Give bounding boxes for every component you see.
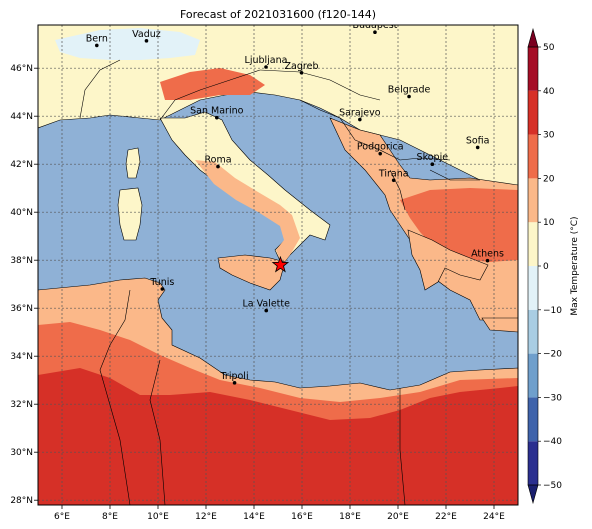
x-tick-label: 14°E [243,512,265,522]
city-dot [378,151,383,156]
x-axis-ticks: 6°E 8°E 10°E 12°E 14°E 16°E 18°E 20°E 22°E 24°E [54,505,505,522]
y-tick-label: 40°N [10,208,33,218]
italy-coast-warm [195,160,300,265]
colorbar-tick-label: −20 [543,350,562,360]
x-tick-label: 8°E [102,512,118,522]
city-dot [264,308,269,313]
city-label: Budapest [352,20,397,31]
colorbar-level [528,222,538,266]
city-label: Tirana [378,168,409,179]
y-tick-label: 36°N [10,304,33,314]
city-dot [160,287,165,291]
map-frame [37,24,519,506]
city-label: Skopje [417,152,449,163]
city-label: Belgrade [388,85,431,96]
colorbar-tick-label: 10 [543,218,555,228]
colorbar-tick-label: −30 [543,393,562,403]
city-dot [216,164,220,169]
city-dot [391,178,396,183]
colorbar-level [528,134,538,179]
x-tick-label: 10°E [147,512,169,522]
city-dot [373,30,377,34]
colorbar-tick-label: 50 [543,43,555,53]
city-label: Vaduz [132,29,161,40]
y-tick-label: 38°N [10,256,33,266]
city-dot [485,258,490,263]
colorbar-tick-label: 20 [543,174,555,184]
colorbar-level [528,441,538,485]
city-dot [407,94,411,99]
city-label: Roma [204,155,231,166]
x-tick-label: 6°E [54,512,70,522]
city-label: Athens [471,249,504,260]
x-tick-label: 12°E [195,512,217,522]
colorbar-extend-low [527,484,539,505]
city-dot [299,70,304,75]
y-tick-label: 42°N [10,160,33,170]
city-label: Sofia [466,135,490,146]
x-tick-label: 16°E [291,512,313,522]
city-label: Tripoli [220,371,249,382]
sicily-land [217,254,286,291]
city-label: Sarajevo [339,108,381,119]
city-label: Podgorica [357,142,404,153]
colorbar-tick-label: 40 [543,87,555,97]
colorbar-tick-label: −40 [543,437,562,447]
y-axis-ticks: 28°N 30°N 32°N 34°N 36°N 38°N 40°N 42°N 44°N 46°N [10,64,38,506]
city-label: Bern [86,33,108,44]
city-label: Ljubljana [245,55,288,66]
colorbar-extend-high [527,27,539,48]
colorbar: 50 40 30 20 10 0 −10 −20 −30 −40 −50 [527,27,562,505]
x-tick-label: 18°E [339,512,361,522]
colorbar-level [528,397,538,442]
star-marker-shape [271,255,290,273]
y-tick-label: 28°N [10,496,33,506]
sardinia-land [117,187,143,241]
city-dot [95,43,99,48]
city-label: La Valette [242,299,290,310]
city-label: Tunis [149,277,174,288]
balkans-land-warm [400,188,518,262]
gridlines [38,25,518,505]
city-dot [475,145,480,150]
colorbar-level [528,266,538,310]
po-valley-warm [160,68,265,100]
y-tick-label: 46°N [10,64,33,74]
y-tick-label: 44°N [10,112,33,122]
city-dot [358,117,362,122]
city-dot [144,39,149,43]
colorbar-label: Max Temperature (°C) [570,216,580,315]
y-tick-label: 34°N [10,352,33,362]
city-label: Zagreb [285,61,319,72]
country-borders [79,59,480,505]
colorbar-tick-label: 30 [543,131,555,141]
star-marker [271,255,290,273]
colorbar-level [528,353,538,398]
city-dot [430,162,435,166]
x-tick-label: 22°E [435,512,457,522]
city-dot [232,381,237,385]
colorbar-tick-label: 0 [543,262,549,272]
y-tick-label: 30°N [10,448,33,458]
city-label: San Marino [190,106,243,117]
crete-land [481,317,518,333]
colorbar-level [528,90,538,135]
colorbar-level [528,309,538,354]
colorbar-tick-label: −10 [543,306,562,316]
city-dot [215,115,219,120]
y-tick-label: 32°N [10,400,33,410]
colorbar-level [528,178,538,223]
alps-snow-area [55,28,200,60]
x-tick-label: 24°E [483,512,505,522]
map-title: Forecast of 2021031600 (f120-144) [180,8,376,21]
colorbar-level [528,47,538,91]
colorbar-tick-label: −50 [543,481,562,491]
city-dot [264,65,268,69]
x-tick-label: 20°E [387,512,409,522]
